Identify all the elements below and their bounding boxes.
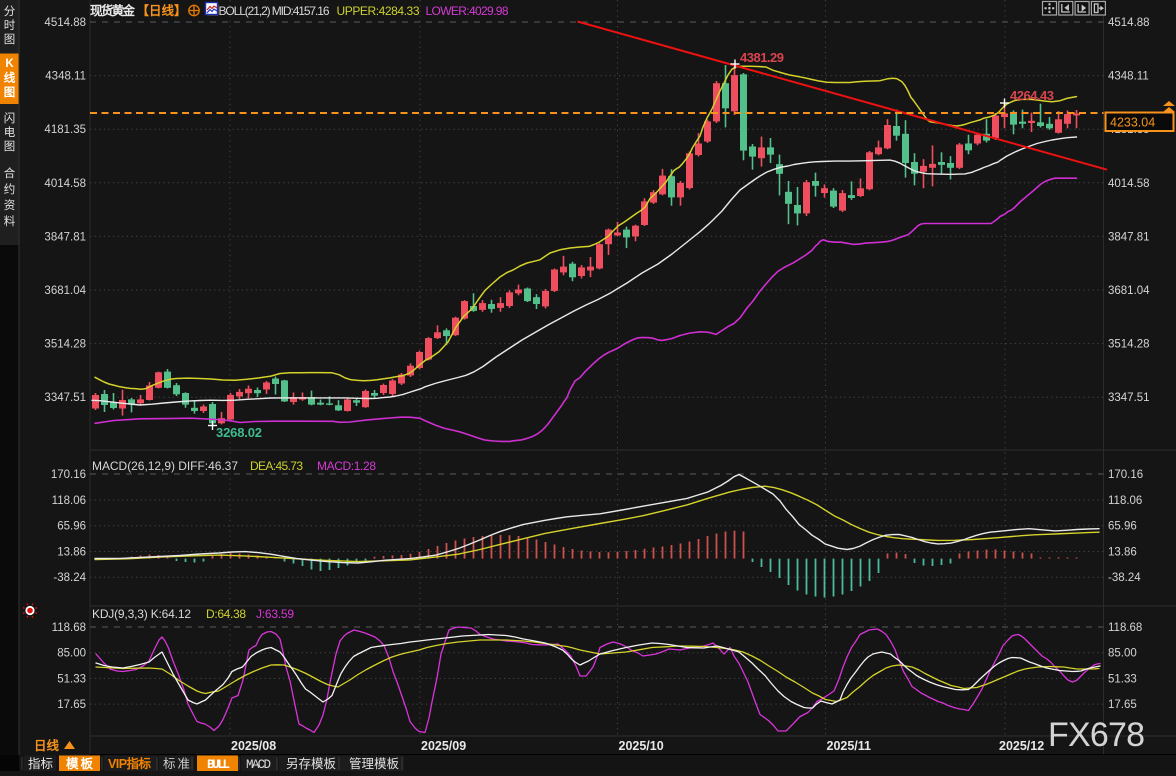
svg-text:3847.81: 3847.81: [1108, 231, 1150, 243]
svg-text:3847.81: 3847.81: [44, 231, 86, 243]
svg-text:3268.02: 3268.02: [216, 425, 262, 440]
svg-text:-38.24: -38.24: [1108, 572, 1141, 584]
svg-text:日线: 日线: [34, 738, 60, 753]
svg-text:图: 图: [4, 85, 16, 99]
svg-text:FX678: FX678: [1048, 716, 1145, 754]
svg-text:4381.29: 4381.29: [740, 50, 784, 65]
svg-text:65.96: 65.96: [57, 521, 86, 533]
svg-text:标准: 标准: [163, 757, 190, 771]
svg-text:约: 约: [4, 182, 16, 196]
svg-text:118.68: 118.68: [52, 622, 86, 634]
svg-text:51.33: 51.33: [1108, 673, 1137, 685]
svg-text:2025/10: 2025/10: [619, 739, 664, 753]
svg-text:MACD(26,12,9) DIFF:46.37: MACD(26,12,9) DIFF:46.37: [92, 459, 238, 473]
svg-text:3347.51: 3347.51: [44, 392, 86, 404]
svg-text:3514.28: 3514.28: [1108, 339, 1150, 351]
svg-text:-38.24: -38.24: [53, 572, 86, 584]
svg-text:VIP指标: VIP指标: [108, 756, 151, 771]
svg-text:118.06: 118.06: [1108, 495, 1142, 507]
svg-text:4014.58: 4014.58: [1108, 178, 1150, 190]
svg-text:4514.88: 4514.88: [1108, 17, 1150, 29]
svg-text:BOLL(21,2) MID:4157.16: BOLL(21,2) MID:4157.16: [219, 4, 330, 18]
svg-text:13.86: 13.86: [57, 547, 86, 559]
svg-text:3681.04: 3681.04: [44, 285, 86, 297]
svg-text:13.86: 13.86: [1108, 547, 1137, 559]
svg-text:指标: 指标: [28, 756, 53, 771]
svg-text:2025/08: 2025/08: [231, 739, 276, 753]
svg-text:BULL: BULL: [207, 758, 230, 771]
svg-text:65.96: 65.96: [1108, 521, 1137, 533]
svg-text:资: 资: [4, 199, 16, 212]
svg-text:118.06: 118.06: [52, 495, 86, 507]
svg-text:线: 线: [4, 71, 16, 85]
svg-text:分: 分: [4, 5, 16, 18]
svg-text:J:63.59: J:63.59: [256, 607, 294, 621]
svg-text:170.16: 170.16: [51, 469, 86, 481]
svg-text:17.65: 17.65: [1108, 699, 1137, 711]
svg-text:LOWER:4029.98: LOWER:4029.98: [426, 4, 509, 18]
svg-text:4514.88: 4514.88: [44, 17, 86, 29]
svg-text:闪: 闪: [4, 111, 16, 125]
svg-text:4348.11: 4348.11: [45, 71, 86, 83]
svg-text:MACD:1.28: MACD:1.28: [317, 459, 376, 473]
svg-text:17.65: 17.65: [57, 699, 86, 711]
svg-text:118.68: 118.68: [1108, 622, 1142, 634]
svg-text:4233.04: 4233.04: [1110, 116, 1155, 130]
svg-text:4014.58: 4014.58: [44, 178, 86, 190]
svg-text:170.16: 170.16: [1108, 469, 1143, 481]
svg-text:合: 合: [4, 166, 16, 180]
svg-text:3514.28: 3514.28: [44, 339, 86, 351]
svg-text:4348.11: 4348.11: [1108, 71, 1149, 83]
svg-text:K: K: [5, 58, 14, 70]
svg-text:时: 时: [4, 19, 16, 32]
svg-text:图: 图: [4, 140, 16, 153]
svg-text:MACD: MACD: [246, 758, 271, 771]
svg-text:2025/09: 2025/09: [421, 739, 466, 753]
svg-text:模板: 模板: [66, 756, 93, 771]
svg-text:【日线】: 【日线】: [137, 3, 187, 18]
svg-text:2025/11: 2025/11: [827, 739, 872, 753]
svg-text:85.00: 85.00: [57, 648, 86, 660]
svg-text:KDJ(9,3,3) K:64.12: KDJ(9,3,3) K:64.12: [92, 607, 191, 621]
svg-text:2025/12: 2025/12: [999, 739, 1044, 753]
svg-text:图: 图: [4, 33, 16, 46]
svg-text:51.33: 51.33: [57, 673, 86, 685]
svg-text:4264.43: 4264.43: [1010, 88, 1054, 103]
svg-text:料: 料: [4, 214, 16, 228]
svg-text:现货黄金: 现货黄金: [90, 3, 135, 18]
svg-text:UPPER:4284.33: UPPER:4284.33: [337, 4, 420, 18]
svg-text:DEA:45.73: DEA:45.73: [250, 459, 303, 473]
svg-text:3681.04: 3681.04: [1108, 285, 1150, 297]
svg-text:管理模板: 管理模板: [349, 756, 399, 771]
svg-text:电: 电: [4, 126, 16, 139]
svg-text:D:64.38: D:64.38: [206, 607, 246, 621]
svg-text:4181.35: 4181.35: [44, 124, 86, 136]
svg-text:3347.51: 3347.51: [1108, 392, 1150, 404]
svg-text:85.00: 85.00: [1108, 648, 1137, 660]
svg-text:另存模板: 另存模板: [286, 757, 336, 771]
